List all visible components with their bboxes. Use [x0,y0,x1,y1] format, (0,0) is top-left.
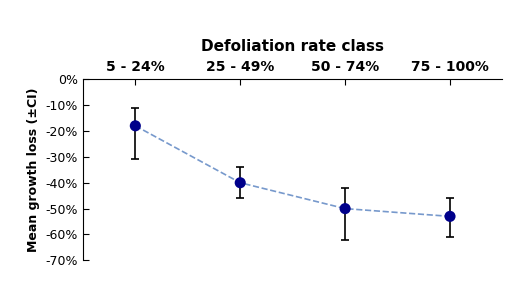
Y-axis label: Mean growth loss (±CI): Mean growth loss (±CI) [27,87,40,252]
Point [341,206,349,211]
Point [446,214,454,219]
X-axis label: Defoliation rate class: Defoliation rate class [201,39,384,54]
Point [236,181,244,185]
Point [131,124,139,128]
